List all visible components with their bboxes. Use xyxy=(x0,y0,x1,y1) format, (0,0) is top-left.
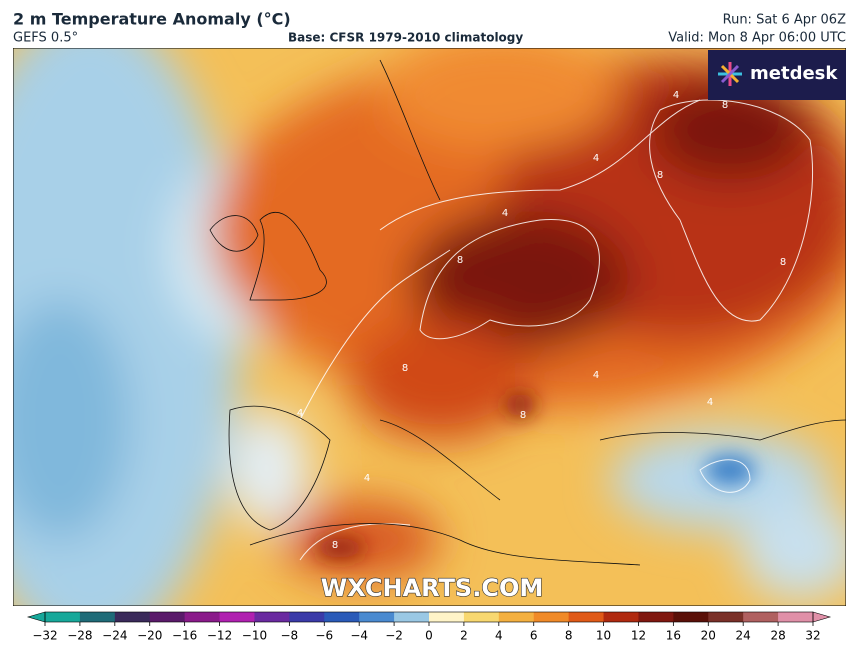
colorbar-segment xyxy=(79,612,116,622)
contour-label: 8 xyxy=(722,100,728,111)
colorbar-tick-label: 10 xyxy=(596,629,611,643)
colorbar-segment xyxy=(289,612,325,622)
colorbar-segment xyxy=(219,612,255,622)
colorbar-tick-label: −28 xyxy=(67,629,92,643)
contour-label: 4 xyxy=(297,408,303,419)
colorbar-max-arrow xyxy=(812,611,832,623)
colorbar-tick-label: 16 xyxy=(666,629,681,643)
colorbar-min-arrow xyxy=(26,611,46,623)
colorbar-tick-label: −10 xyxy=(242,629,267,643)
contour-labels: 4 8 4 8 4 8 8 8 4 8 4 4 8 4 xyxy=(297,90,786,551)
colorbar-segment xyxy=(254,612,290,622)
colorbar-segment xyxy=(778,612,814,622)
colorbar-tick-label: 28 xyxy=(770,629,785,643)
colorbar-tick-label: 32 xyxy=(805,629,820,643)
colorbar-tick-label: −16 xyxy=(172,629,197,643)
run: Run: Sat 6 Apr 06Z xyxy=(723,13,846,28)
colorbar: −32 −28 −24 −20 −16 −12 −10 −8 −6 −4 −2 0 2 4 6 8 10 12 16… xyxy=(26,611,832,643)
contour-label: 8 xyxy=(457,255,463,266)
colorbar-segment xyxy=(603,612,639,622)
watermark: WXCHARTS.COM xyxy=(321,574,543,602)
anomaly-detail xyxy=(315,393,755,558)
coastlines xyxy=(209,59,846,566)
colorbar-segment xyxy=(568,612,605,622)
contour-label: 8 xyxy=(402,363,408,374)
colorbar-segment xyxy=(114,612,151,622)
colorbar-tick-label: −8 xyxy=(281,629,299,643)
colorbar-tick-label: 6 xyxy=(530,629,538,643)
colorbar-segment xyxy=(743,612,779,622)
colorbar-tick-label: 0 xyxy=(425,629,433,643)
colorbar-segment xyxy=(149,612,186,622)
model: GEFS 0.5° xyxy=(13,31,78,46)
colorbar-segment xyxy=(673,612,709,622)
valid: Valid: Mon 8 Apr 06:00 UTC xyxy=(668,31,846,46)
colorbar-segment xyxy=(533,612,570,622)
colorbar-tick-label: −6 xyxy=(315,629,333,643)
contour-label: 4 xyxy=(502,208,508,219)
colorbar-tick-label: −4 xyxy=(350,629,368,643)
contour-label: 4 xyxy=(364,473,370,484)
colorbar-segment xyxy=(45,612,81,622)
colorbar-tick-label: −32 xyxy=(32,629,57,643)
colorbar-segment xyxy=(463,612,500,622)
colorbar-tick-label: 4 xyxy=(495,629,503,643)
colorbar-tick-label: −20 xyxy=(137,629,162,643)
colorbar-segment xyxy=(324,612,360,622)
contour-label: 8 xyxy=(332,540,338,551)
colorbar-tick-label: 24 xyxy=(736,629,751,643)
logo-text: metdesk xyxy=(750,63,838,84)
colorbar-segment xyxy=(184,612,221,622)
colorbar-tick-label: −12 xyxy=(207,629,232,643)
contour-label: 4 xyxy=(673,90,679,101)
colorbar-segment xyxy=(359,612,395,622)
contours xyxy=(299,99,813,561)
colorbar-tick-label: 12 xyxy=(631,629,646,643)
logo-box: metdesk xyxy=(708,50,846,100)
contour-label: 8 xyxy=(520,410,526,421)
contour-label: 8 xyxy=(657,170,663,181)
colorbar-segment xyxy=(429,612,465,622)
logo-icon xyxy=(718,62,742,86)
colorbar-tick-label: 8 xyxy=(565,629,573,643)
contour-label: 4 xyxy=(593,370,599,381)
anomaly-field xyxy=(13,48,846,606)
contour-label: 4 xyxy=(707,397,713,408)
colorbar-segment xyxy=(498,612,535,622)
contour-label: 8 xyxy=(780,257,786,268)
colorbar-tick-label: 20 xyxy=(701,629,716,643)
colorbar-segment xyxy=(394,612,430,622)
base: Base: CFSR 1979-2010 climatology xyxy=(288,31,523,45)
title: 2 m Temperature Anomaly (°C) xyxy=(13,10,291,29)
colorbar-segment xyxy=(638,612,674,622)
colorbar-tick-label: 2 xyxy=(460,629,468,643)
contour-label: 4 xyxy=(593,153,599,164)
colorbar-tick-label: −2 xyxy=(385,629,403,643)
map: 4 8 4 8 4 8 8 8 4 8 4 4 8 4 xyxy=(13,48,846,606)
colorbar-tick-label: −24 xyxy=(102,629,127,643)
colorbar-segment xyxy=(708,612,744,622)
